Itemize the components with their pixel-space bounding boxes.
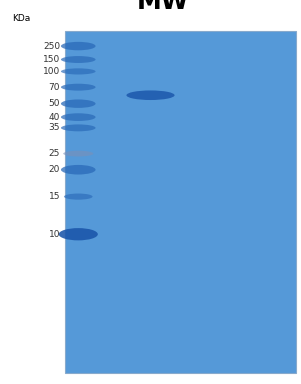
Text: 100: 100: [43, 67, 60, 76]
FancyBboxPatch shape: [65, 31, 296, 373]
Text: 40: 40: [49, 113, 60, 122]
Text: 15: 15: [49, 192, 60, 201]
Ellipse shape: [59, 228, 98, 240]
Text: 25: 25: [49, 149, 60, 158]
Text: 150: 150: [43, 55, 60, 64]
Ellipse shape: [61, 56, 96, 63]
Text: MW: MW: [136, 0, 189, 14]
Ellipse shape: [61, 113, 96, 121]
Text: 10: 10: [49, 230, 60, 239]
Ellipse shape: [61, 99, 96, 108]
Text: 20: 20: [49, 165, 60, 174]
Text: 50: 50: [49, 99, 60, 108]
Ellipse shape: [61, 124, 96, 131]
Ellipse shape: [61, 68, 96, 74]
Ellipse shape: [126, 90, 175, 100]
Ellipse shape: [61, 165, 96, 174]
Ellipse shape: [63, 151, 93, 157]
Text: 35: 35: [49, 123, 60, 132]
Text: 250: 250: [43, 41, 60, 51]
Text: 70: 70: [49, 83, 60, 92]
Ellipse shape: [61, 84, 96, 91]
Ellipse shape: [61, 42, 96, 50]
Text: KDa: KDa: [12, 14, 30, 23]
Ellipse shape: [64, 194, 93, 200]
